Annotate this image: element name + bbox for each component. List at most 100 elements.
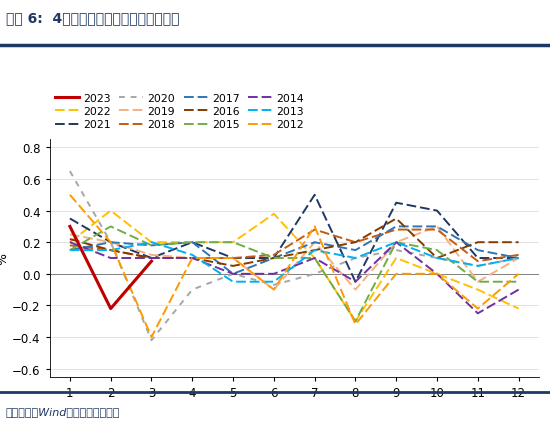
Line: 2020: 2020 [70, 172, 519, 340]
2012 [271, 287, 277, 293]
2019 [352, 287, 359, 293]
2018 [515, 253, 522, 258]
2015 [271, 256, 277, 261]
2022 [434, 272, 441, 277]
Line: 2019: 2019 [70, 227, 519, 290]
2020 [515, 256, 522, 261]
2013 [352, 256, 359, 261]
2021 [148, 256, 155, 261]
2021 [393, 201, 399, 206]
Line: 2012: 2012 [70, 195, 519, 337]
2017 [107, 240, 114, 245]
2012 [311, 224, 318, 230]
2017 [434, 224, 441, 230]
2013 [393, 240, 399, 245]
2019 [107, 240, 114, 245]
2015 [189, 240, 196, 245]
Line: 2017: 2017 [70, 227, 519, 274]
2021 [311, 193, 318, 198]
2023 [67, 224, 73, 230]
2018 [189, 256, 196, 261]
2021 [434, 208, 441, 214]
2012 [393, 272, 399, 277]
2020 [475, 264, 481, 269]
2023 [148, 259, 155, 264]
2019 [271, 287, 277, 293]
2018 [271, 253, 277, 258]
2016 [515, 240, 522, 245]
2020 [230, 272, 236, 277]
2021 [475, 256, 481, 261]
2017 [67, 248, 73, 253]
2013 [107, 248, 114, 253]
2017 [189, 240, 196, 245]
2018 [311, 227, 318, 233]
2012 [67, 193, 73, 198]
2016 [189, 256, 196, 261]
2014 [148, 256, 155, 261]
Line: 2022: 2022 [70, 211, 519, 321]
2020 [148, 338, 155, 343]
2013 [434, 256, 441, 261]
Line: 2016: 2016 [70, 219, 519, 266]
2017 [271, 256, 277, 261]
2012 [107, 240, 114, 245]
2015 [475, 279, 481, 285]
Text: 图表 6:  4月非食品分项环比持平转为上涨: 图表 6: 4月非食品分项环比持平转为上涨 [6, 11, 179, 25]
2015 [230, 240, 236, 245]
2018 [148, 256, 155, 261]
Line: 2021: 2021 [70, 195, 519, 282]
2020 [107, 240, 114, 245]
2021 [271, 256, 277, 261]
2015 [311, 256, 318, 261]
2014 [311, 256, 318, 261]
2019 [475, 279, 481, 285]
2014 [67, 240, 73, 245]
2020 [271, 283, 277, 288]
2012 [352, 322, 359, 327]
Text: 资料来源：Wind，国盛证券研究所: 资料来源：Wind，国盛证券研究所 [6, 406, 120, 417]
2021 [352, 279, 359, 285]
2014 [189, 256, 196, 261]
2019 [148, 253, 155, 258]
Line: 2013: 2013 [70, 243, 519, 282]
2013 [148, 240, 155, 245]
2022 [230, 240, 236, 245]
2015 [434, 248, 441, 253]
2019 [393, 240, 399, 245]
2017 [393, 224, 399, 230]
2017 [515, 256, 522, 261]
2012 [515, 272, 522, 277]
2012 [230, 256, 236, 261]
2021 [230, 256, 236, 261]
2023 [107, 306, 114, 311]
2014 [230, 272, 236, 277]
2014 [107, 256, 114, 261]
2014 [271, 272, 277, 277]
2022 [515, 306, 522, 311]
2016 [352, 240, 359, 245]
2012 [148, 335, 155, 340]
Y-axis label: %: % [0, 252, 9, 265]
2013 [311, 248, 318, 253]
2018 [67, 243, 73, 248]
2019 [311, 240, 318, 245]
2019 [230, 256, 236, 261]
2022 [352, 319, 359, 324]
2016 [311, 248, 318, 253]
Line: 2014: 2014 [70, 243, 519, 314]
2017 [352, 248, 359, 253]
2020 [434, 256, 441, 261]
2022 [189, 240, 196, 245]
2015 [67, 248, 73, 253]
2015 [393, 240, 399, 245]
2017 [230, 272, 236, 277]
2022 [271, 212, 277, 217]
2019 [515, 256, 522, 261]
2015 [515, 279, 522, 285]
2014 [515, 287, 522, 293]
2016 [230, 264, 236, 269]
2018 [352, 240, 359, 245]
2016 [271, 256, 277, 261]
Line: 2015: 2015 [70, 227, 519, 321]
